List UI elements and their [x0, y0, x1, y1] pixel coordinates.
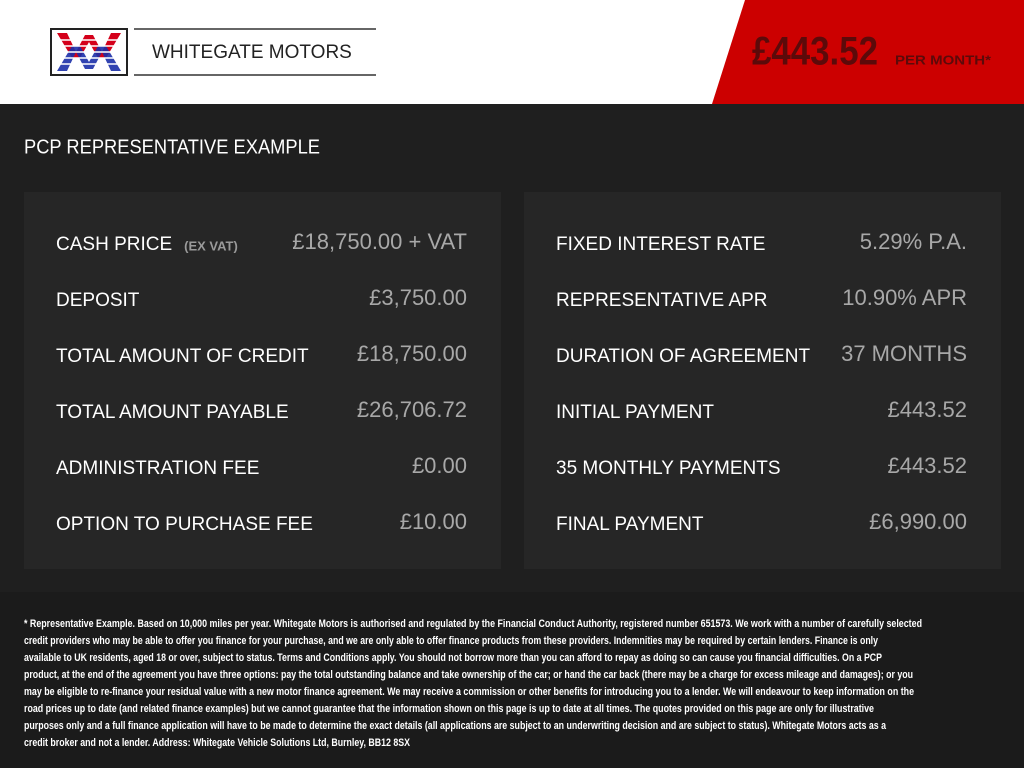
disclaimer-line: may be eligible to re-finance your resid…	[24, 686, 914, 698]
disclaimer-line: available to UK residents, aged 18 or ov…	[24, 652, 882, 664]
logo	[50, 28, 128, 76]
row-label: FINAL PAYMENT	[556, 514, 704, 535]
price-banner	[712, 0, 1024, 104]
row-value: £443.52	[887, 397, 967, 422]
row-value: 5.29% P.A.	[860, 229, 967, 254]
row-value: £18,750.00	[357, 341, 467, 366]
disclaimer-line: purposes only and a full finance applica…	[24, 720, 887, 732]
section-title: PCP REPRESENTATIVE EXAMPLE	[24, 136, 320, 158]
row-value: £0.00	[412, 453, 467, 478]
row-value: 37 MONTHS	[841, 341, 967, 366]
row-value: 10.90% APR	[842, 285, 967, 310]
row-label: TOTAL AMOUNT PAYABLE	[56, 402, 289, 423]
row-value: £10.00	[400, 509, 467, 534]
left-panel	[24, 192, 501, 569]
disclaimer-line: credit broker and not a lender. Address:…	[24, 737, 411, 749]
right-panel	[524, 192, 1001, 569]
price-suffix: PER MONTH*	[895, 52, 992, 67]
disclaimer-area	[0, 592, 1024, 768]
row-label: 35 MONTHLY PAYMENTS	[556, 458, 781, 479]
row-label: FIXED INTEREST RATE	[556, 234, 765, 255]
row-value: £443.52	[887, 453, 967, 478]
row-value: £6,990.00	[869, 509, 967, 534]
row-value: £3,750.00	[369, 285, 467, 310]
row-label: REPRESENTATIVE APR	[556, 290, 768, 311]
disclaimer-line: road prices up to date (and related fina…	[24, 703, 874, 715]
row-label: TOTAL AMOUNT OF CREDIT	[56, 346, 309, 367]
disclaimer-line: * Representative Example. Based on 10,00…	[24, 618, 922, 630]
brand-name: WHITEGATE MOTORS	[152, 42, 352, 63]
disclaimer-line: product, at the end of the agreement you…	[24, 669, 913, 681]
row-label: OPTION TO PURCHASE FEE	[56, 514, 313, 535]
row-note: (EX VAT)	[184, 238, 238, 253]
logo-stripes	[55, 39, 123, 65]
row-label: DEPOSIT	[56, 290, 140, 311]
disclaimer-line: credit providers who may be able to offe…	[24, 635, 879, 647]
row-label: ADMINISTRATION FEE	[56, 458, 259, 479]
row-label: DURATION OF AGREEMENT	[556, 346, 810, 367]
monthly-price: £443.52	[752, 30, 878, 74]
row-value: £18,750.00 + VAT	[292, 229, 467, 254]
row-label: INITIAL PAYMENT	[556, 402, 714, 423]
row-label: CASH PRICE	[56, 234, 172, 255]
row-value: £26,706.72	[357, 397, 467, 422]
